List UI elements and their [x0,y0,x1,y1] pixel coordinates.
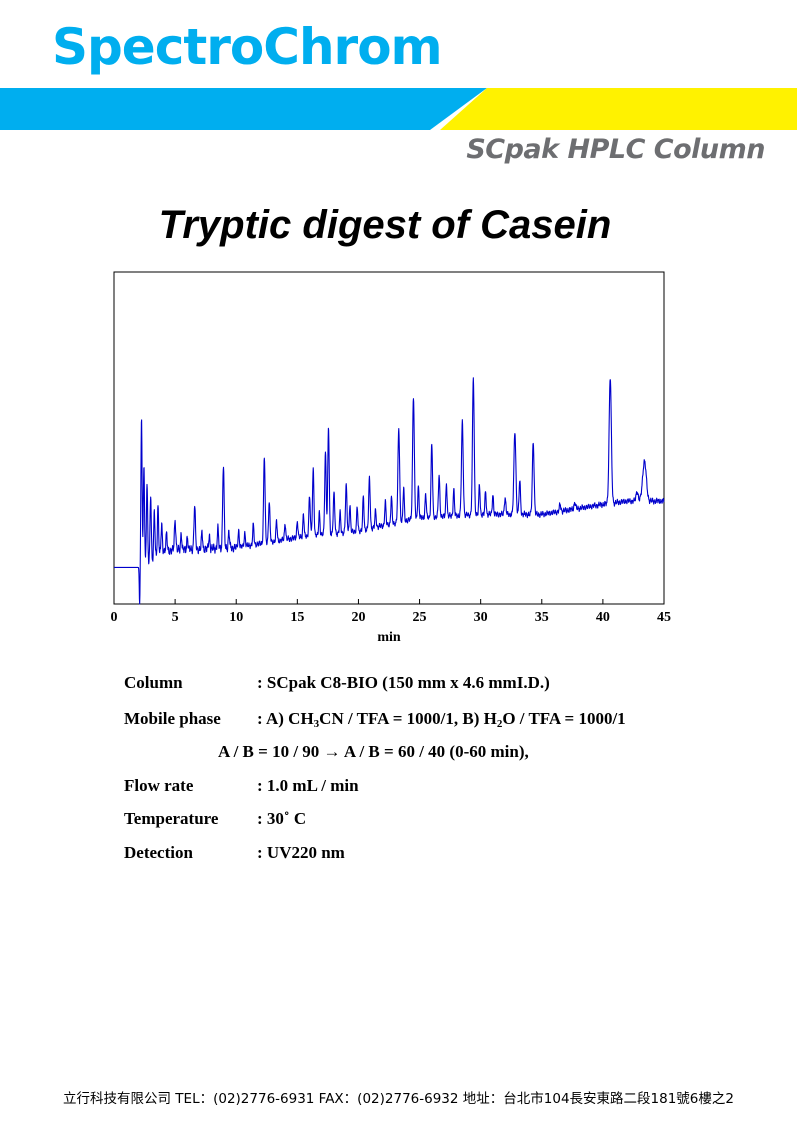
product-subtitle: SCpak HPLC Column [466,134,765,165]
yellow-band-shape [440,88,797,130]
mp-sub1: 3 [313,718,320,730]
mobile-phase-label: Mobile phase [124,709,221,728]
temperature-value: : 30˚ C [257,809,307,828]
mp-sub2: 2 [496,718,503,730]
plot-frame [113,271,665,605]
mobile-phase-value: : A) CH3CN / TFA = 1000/1, B) H2O / TFA … [257,709,626,730]
x-tick-label: 5 [172,610,179,625]
x-tick-label: 25 [413,610,427,625]
company-footer: 立行科技有限公司 TEL：(02)2776-6931 FAX：(02)2776-… [63,1091,734,1107]
column-value: : SCpak C8-BIO (150 mm x 4.6 mmI.D.) [257,673,550,692]
detection-label: Detection [124,843,193,862]
temperature-label: Temperature [124,809,219,828]
mp-pre: : A) CH [257,709,314,728]
chromatogram-trace [113,377,665,605]
chart-title: Tryptic digest of Casein [158,203,612,247]
flow-rate-label: Flow rate [124,776,194,795]
x-tick-label: 10 [229,610,243,625]
x-tick-label: 35 [535,610,549,625]
brand-logo: SpectroChrom [52,18,443,76]
blue-band-shape [0,88,487,130]
flow-rate-value: : 1.0 mL / min [257,776,359,795]
condition-gradient: A / B = 10 / 90 → A / B = 60 / 40 (0-60 … [218,742,529,762]
x-axis-label: min [377,630,401,645]
gradient-value: A / B = 10 / 90 → A / B = 60 / 40 (0-60 … [218,742,529,761]
x-tick-label: 15 [290,610,304,625]
x-tick-label: 30 [474,610,488,625]
x-tick-label: 0 [111,610,118,625]
column-label: Column [124,673,183,692]
x-tick-label: 20 [351,610,365,625]
detection-value: : UV220 nm [257,843,345,862]
header-blue-band [0,88,797,130]
mp-post: O / TFA = 1000/1 [502,709,626,728]
x-tick-label: 40 [596,610,610,625]
x-tick-label: 45 [657,610,671,625]
mp-mid: CN / TFA = 1000/1, B) H [319,709,497,728]
